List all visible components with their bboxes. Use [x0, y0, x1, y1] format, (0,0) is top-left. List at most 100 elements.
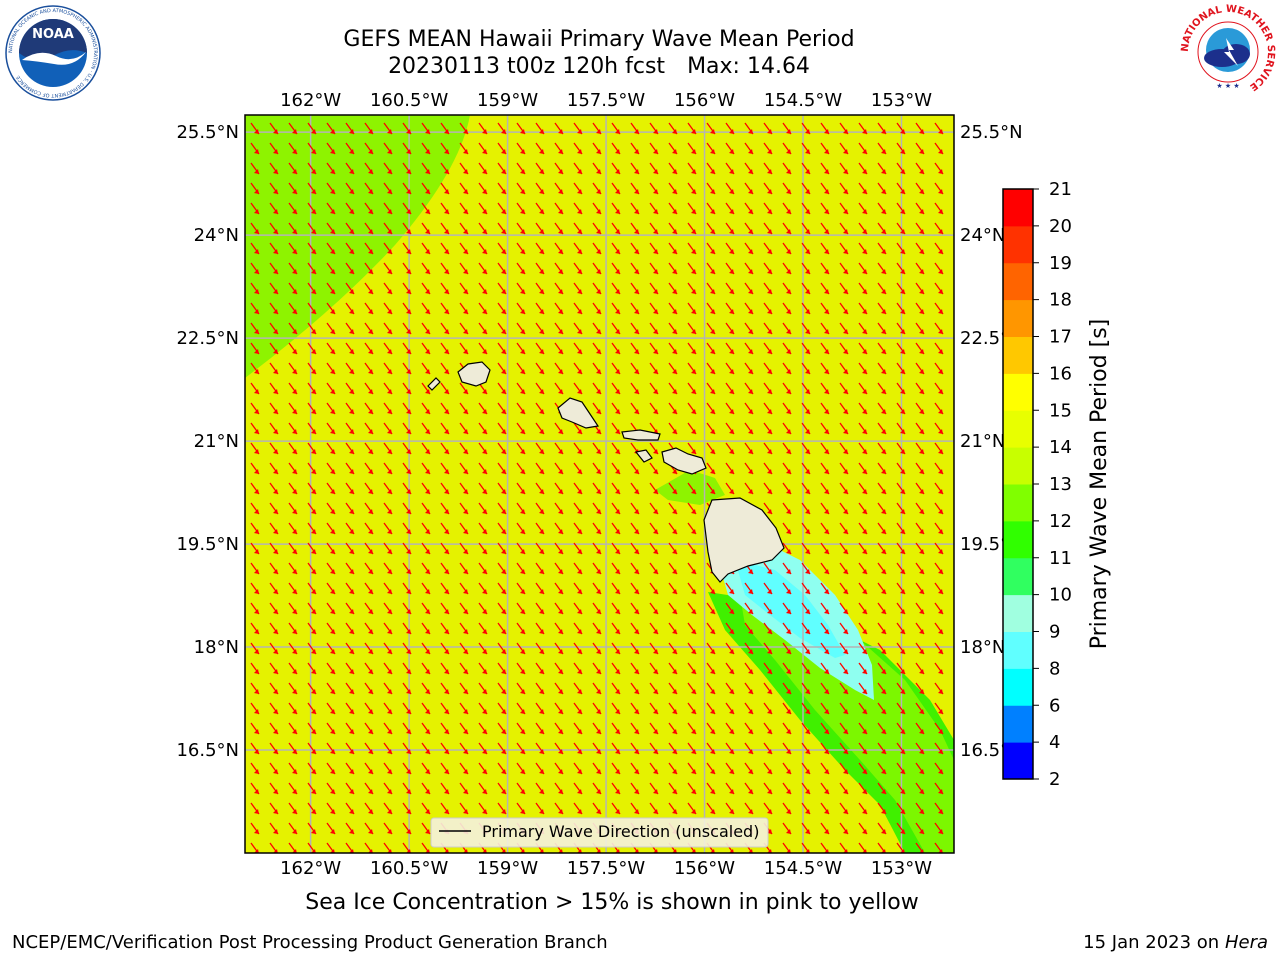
- wave-arrow-head: [539, 489, 544, 494]
- wave-arrow-head: [900, 549, 905, 554]
- wave-arrow: [364, 122, 374, 135]
- wave-arrow-head: [691, 489, 696, 494]
- wave-arrow: [250, 542, 260, 555]
- wave-arrow: [554, 602, 564, 615]
- wave-arrow-head: [748, 169, 753, 174]
- wave-arrow: [516, 122, 526, 135]
- wave-arrow: [630, 262, 640, 275]
- wave-arrow: [516, 562, 526, 575]
- wave-arrow-head: [349, 629, 354, 634]
- wave-arrow: [668, 522, 678, 535]
- wave-arrow-head: [919, 629, 924, 634]
- wave-arrow: [288, 202, 298, 215]
- wave-arrow: [782, 202, 792, 215]
- wave-arrow: [402, 382, 412, 395]
- wave-arrow-head: [824, 189, 829, 194]
- wave-arrow: [820, 362, 830, 375]
- wave-arrow-head: [672, 369, 677, 374]
- wave-arrow-head: [805, 309, 810, 314]
- wave-arrow: [383, 442, 393, 455]
- wave-arrow-head: [368, 269, 373, 274]
- wave-arrow-head: [843, 369, 848, 374]
- wave-arrow-head: [843, 489, 848, 494]
- wave-arrow-head: [786, 249, 791, 254]
- wave-arrow: [915, 642, 925, 655]
- wave-arrow: [459, 182, 469, 195]
- wave-arrow-head: [805, 449, 810, 454]
- wave-arrow: [877, 182, 887, 195]
- wave-arrow: [440, 362, 450, 375]
- wave-arrow-head: [843, 589, 848, 594]
- wave-arrow: [364, 202, 374, 215]
- max-label: Max: 14.64: [687, 54, 810, 79]
- wave-arrow-head: [767, 449, 772, 454]
- y-tick-left-label: 25.5°N: [176, 122, 239, 143]
- colorbar-segment: [1003, 447, 1033, 485]
- wave-arrow-head: [273, 509, 278, 514]
- colorbar-segment: [1003, 705, 1033, 743]
- wave-arrow: [421, 302, 431, 315]
- wave-arrow: [269, 122, 279, 135]
- wave-arrow-head: [843, 289, 848, 294]
- wave-arrow-head: [425, 409, 430, 414]
- wave-arrow-head: [596, 409, 601, 414]
- wave-arrow-head: [520, 149, 525, 154]
- wave-arrow-head: [425, 389, 430, 394]
- wave-arrow: [288, 562, 298, 575]
- wave-arrow-head: [501, 649, 506, 654]
- wave-arrow-head: [349, 409, 354, 414]
- wave-arrow-head: [577, 589, 582, 594]
- wave-arrow: [725, 422, 735, 435]
- wave-arrow: [915, 482, 925, 495]
- wave-arrow: [440, 342, 450, 355]
- wave-arrow-head: [786, 609, 791, 614]
- wave-arrow: [858, 582, 868, 595]
- wave-arrow-head: [748, 589, 753, 594]
- wave-arrow: [896, 222, 906, 235]
- wave-arrow-head: [368, 369, 373, 374]
- wave-arrow: [611, 402, 621, 415]
- wave-arrow: [915, 442, 925, 455]
- wave-arrow-head: [292, 629, 297, 634]
- wave-arrow: [630, 242, 640, 255]
- wave-arrow-head: [444, 569, 449, 574]
- wave-arrow-head: [330, 269, 335, 274]
- wave-arrow-head: [463, 229, 468, 234]
- wave-arrow-head: [444, 509, 449, 514]
- wave-arrow-head: [406, 529, 411, 534]
- wave-arrow: [421, 642, 431, 655]
- wave-arrow-head: [900, 149, 905, 154]
- wave-arrow-head: [349, 449, 354, 454]
- wave-arrow-head: [482, 289, 487, 294]
- colorbar-tick-label: 9: [1049, 622, 1060, 643]
- wave-arrow-head: [463, 649, 468, 654]
- wave-arrow: [877, 162, 887, 175]
- wave-arrow-head: [881, 229, 886, 234]
- wave-arrow: [440, 642, 450, 655]
- wave-arrow: [915, 502, 925, 515]
- wave-arrow-head: [368, 549, 373, 554]
- wave-arrow: [858, 362, 868, 375]
- wave-arrow-head: [520, 469, 525, 474]
- wave-arrow-head: [292, 369, 297, 374]
- wave-arrow-head: [710, 269, 715, 274]
- wave-arrow: [763, 642, 773, 655]
- wave-arrow-head: [843, 349, 848, 354]
- wave-arrow: [421, 542, 431, 555]
- wave-arrow: [820, 562, 830, 575]
- wave-arrow-head: [634, 389, 639, 394]
- wave-arrow: [782, 362, 792, 375]
- wave-arrow-head: [425, 549, 430, 554]
- wave-arrow-head: [368, 629, 373, 634]
- wave-arrow: [459, 222, 469, 235]
- wave-arrow-head: [710, 369, 715, 374]
- wave-arrow: [478, 302, 488, 315]
- wave-arrow: [839, 602, 849, 615]
- wave-arrow-head: [938, 469, 943, 474]
- wave-arrow: [573, 282, 583, 295]
- colorbar-tick-label: 10: [1049, 585, 1072, 606]
- wave-arrow: [421, 422, 431, 435]
- wave-arrow: [630, 382, 640, 395]
- wave-arrow: [915, 402, 925, 415]
- wave-arrow-head: [349, 309, 354, 314]
